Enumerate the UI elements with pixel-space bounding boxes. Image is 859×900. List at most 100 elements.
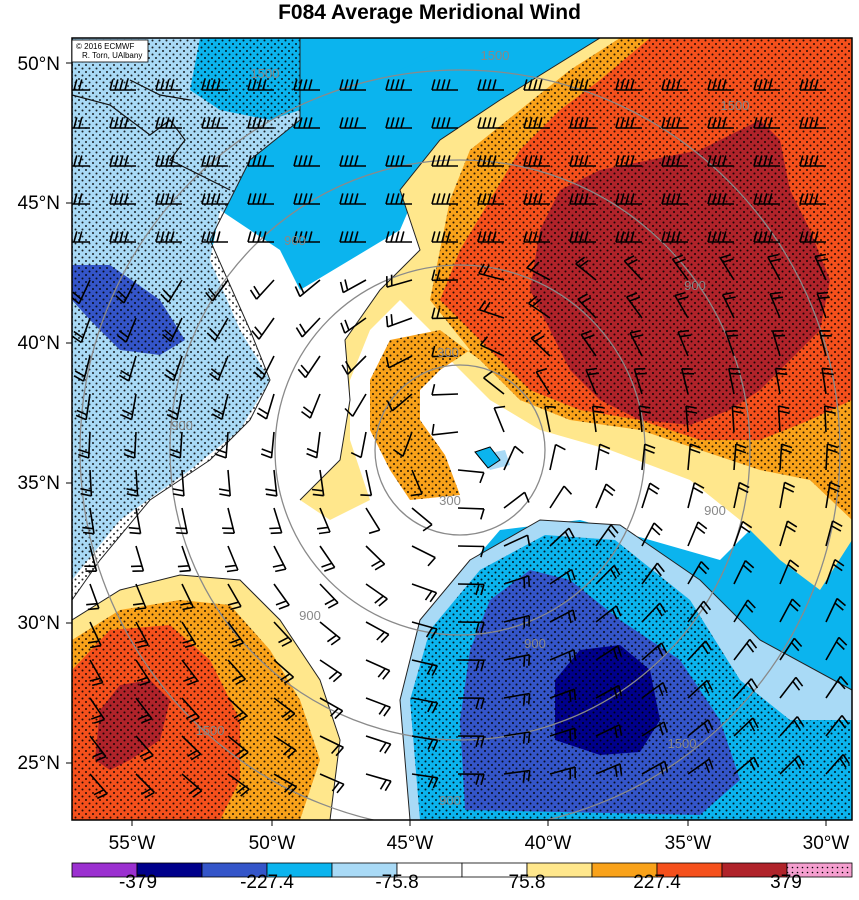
wind-barb: [523, 117, 550, 129]
wind-barb: [733, 756, 760, 775]
colorbar: [71, 862, 853, 878]
contour-label: 1500: [481, 48, 510, 63]
map-panel: 1500 1500 1500 900 900 900 900 900 300 300 900 1500…: [72, 38, 852, 820]
wind-barb: [779, 755, 805, 775]
wind-barb: [411, 583, 438, 603]
wind-barb: [626, 292, 643, 319]
wind-barb: [339, 117, 366, 129]
wind-barb: [661, 117, 688, 129]
wind-barb: [273, 735, 297, 759]
wind-barb: [733, 520, 753, 547]
wind-barb: [777, 405, 790, 433]
wind-barb: [155, 117, 182, 129]
wind-barb: [135, 773, 155, 799]
wind-barb: [779, 443, 793, 471]
wind-barb: [661, 193, 688, 205]
lon-label: 45°W: [387, 833, 434, 854]
wind-barb: [825, 597, 847, 623]
contour-label: 900: [171, 418, 193, 433]
wind-barb: [319, 545, 336, 572]
wind-barb: [72, 79, 90, 91]
wind-barb: [633, 367, 647, 395]
lon-label: 40°W: [525, 833, 572, 854]
wind-barb: [109, 117, 136, 129]
wind-barb: [549, 568, 576, 585]
wind-barb: [224, 545, 239, 573]
wind-barb: [771, 330, 786, 357]
wind-barb: [821, 367, 834, 395]
wind-barb: [365, 659, 391, 680]
wind-barb: [297, 355, 321, 379]
wind-barb: [385, 117, 412, 129]
wind-barb: [360, 469, 373, 497]
wind-barb: [707, 155, 734, 167]
lat-label: 50°N: [18, 54, 60, 75]
wind-barb: [227, 773, 250, 797]
wind-barb: [134, 621, 149, 649]
stipple-sw: [72, 600, 320, 820]
wind-barb: [411, 735, 439, 751]
wind-barb: [530, 331, 551, 357]
wind-barb: [161, 317, 183, 343]
wind-barb: [478, 300, 505, 319]
wind-barb: [823, 405, 836, 433]
contour-label: 900: [299, 608, 321, 623]
wind-barb: [169, 431, 183, 459]
wind-barb: [155, 79, 182, 91]
wind-barb: [457, 621, 485, 634]
wind-barb: [78, 431, 91, 459]
wind-barb: [687, 443, 701, 471]
contour-label: 900: [524, 636, 546, 651]
wind-barb: [479, 336, 505, 357]
wind-barb: [116, 317, 137, 343]
wind-barb: [779, 559, 800, 585]
wind-barb: [523, 193, 550, 205]
wind-barb: [549, 527, 575, 547]
wind-barb: [339, 79, 366, 91]
wind-barb: [222, 507, 236, 534]
wind-barb: [410, 469, 423, 497]
wind-barb: [677, 329, 692, 357]
field-contours: [72, 38, 852, 820]
wind-barb: [457, 507, 485, 520]
wind-barb: [671, 254, 689, 281]
wind-barb: [311, 469, 325, 497]
wind-barb: [687, 679, 713, 699]
wind-barb: [641, 602, 667, 623]
wind-barb: [457, 773, 485, 786]
wind-barb: [523, 231, 550, 243]
stipple-s: [410, 535, 852, 820]
wind-barb: [227, 659, 246, 686]
wind-barb: [825, 636, 848, 661]
wind-barb: [273, 621, 293, 647]
wind-barb: [527, 295, 551, 319]
wind-barb: [641, 482, 660, 509]
lat-label: 25°N: [18, 753, 60, 774]
wind-barb: [569, 117, 596, 129]
wind-barb: [181, 773, 203, 798]
wind-barb: [411, 545, 436, 567]
wind-barb: [503, 692, 531, 706]
wind-barb: [483, 370, 505, 395]
wind-barb: [386, 274, 413, 288]
wind-barb: [80, 469, 93, 497]
wind-barb: [569, 193, 596, 205]
wind-barb: [209, 355, 229, 381]
wind-barb: [365, 507, 381, 535]
wind-barb: [629, 329, 644, 357]
wind-barb: [825, 753, 850, 775]
wind-barb: [166, 393, 183, 421]
wind-barb: [293, 79, 320, 91]
wind-barb: [753, 231, 780, 243]
wind-barb: [733, 443, 747, 471]
wind-barb: [638, 405, 651, 433]
coastline: [72, 79, 231, 191]
wind-barb: [206, 317, 229, 342]
wind-barb: [753, 193, 780, 205]
contour-label: 1500: [251, 66, 280, 81]
wind-barb: [687, 640, 713, 661]
wind-barb: [339, 231, 366, 243]
wind-barb: [319, 659, 343, 683]
wind-barb: [386, 393, 413, 412]
